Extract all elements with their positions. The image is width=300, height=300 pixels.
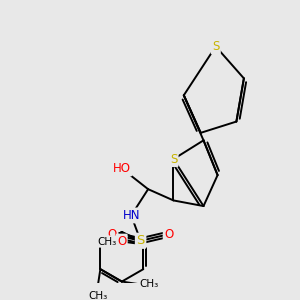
Text: S: S: [212, 40, 219, 53]
Text: O: O: [108, 228, 117, 241]
Text: O: O: [117, 235, 126, 248]
Text: S: S: [136, 234, 145, 247]
Text: O: O: [164, 228, 173, 241]
Text: S: S: [170, 153, 177, 166]
Text: HO: HO: [113, 162, 131, 175]
Text: HN: HN: [122, 209, 140, 222]
Text: CH₃: CH₃: [140, 279, 159, 290]
Text: CH₃: CH₃: [97, 237, 116, 247]
Text: CH₃: CH₃: [88, 291, 107, 300]
